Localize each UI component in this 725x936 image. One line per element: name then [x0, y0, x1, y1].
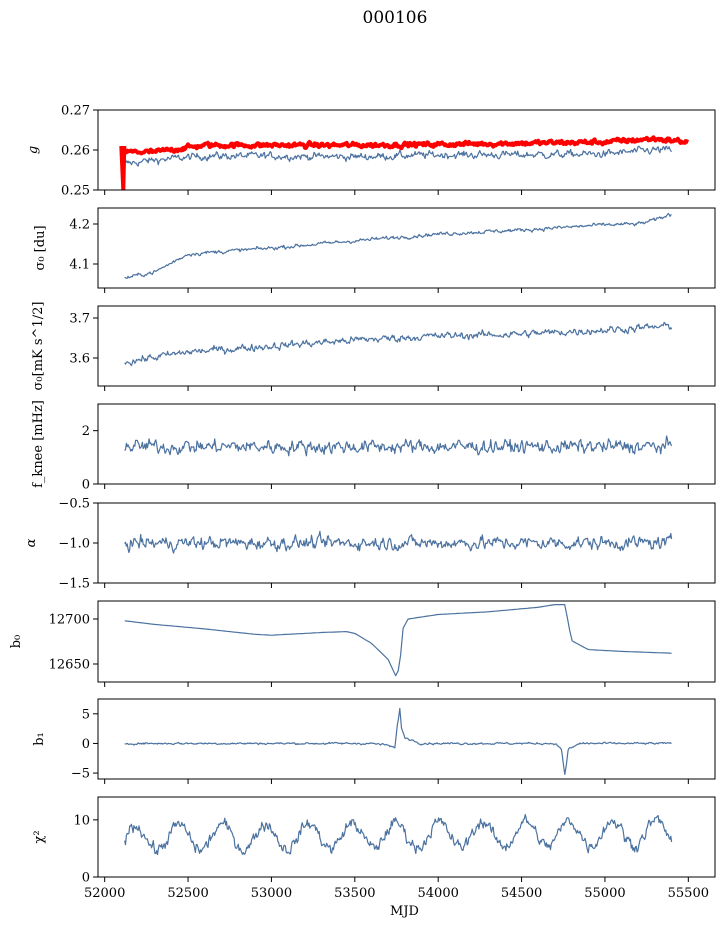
y-tick-label: 4.1 [69, 258, 90, 273]
x-tick-label: 54500 [501, 886, 542, 901]
y-tick-label: 12700 [49, 613, 90, 628]
y-tick-label: 0.26 [61, 144, 90, 159]
series-line-data [124, 530, 673, 554]
y-tick-label: 0 [82, 871, 90, 886]
y-tick-label: 0.27 [61, 104, 90, 119]
series-line-data [124, 212, 672, 279]
y-axis-label: b₁ [32, 732, 47, 746]
y-axis-label: b₀ [9, 635, 24, 649]
panel-3: 3.6 3.7 σ₀[mK s^1/2] [31, 302, 716, 391]
x-tick-label: 53500 [334, 886, 375, 901]
y-axis-label: σ₀[mK s^1/2] [31, 302, 46, 391]
series-line-measured [124, 145, 673, 167]
series-line-data [124, 707, 672, 775]
x-tick-label: 53000 [251, 886, 292, 901]
panel-5: −1.5 −1.0 −0.5 α [24, 497, 716, 592]
y-axis-label: α [24, 538, 39, 547]
series-line-data [124, 814, 673, 856]
y-axis-label: χ² [32, 830, 47, 843]
y-tick-label: 0 [82, 478, 90, 493]
y-axis-label: g [26, 146, 41, 154]
axes-frame [97, 698, 716, 780]
series-line-data [124, 604, 672, 677]
y-tick-label: −0.5 [58, 497, 90, 512]
panel-4: 0 2 f_knee [mHz] [31, 400, 716, 493]
panel-1: 0.25 0.26 0.27 g [26, 104, 716, 199]
panel-2: 4.1 4.2 σ₀ [du] [33, 207, 716, 293]
axes-frame [97, 796, 716, 878]
y-tick-label: 4.2 [69, 218, 90, 233]
x-tick-label: 55500 [668, 886, 709, 901]
y-tick-label: 12650 [49, 658, 90, 673]
y-axis-label: σ₀ [du] [33, 225, 48, 270]
y-tick-label: 3.7 [69, 312, 90, 327]
y-tick-label: −1.0 [58, 537, 90, 552]
y-tick-label: 5 [82, 707, 90, 722]
axes-frame [97, 600, 716, 683]
y-tick-label: −1.5 [58, 577, 90, 592]
y-tick-label: 0 [82, 737, 90, 752]
x-tick-label: 55000 [584, 886, 625, 901]
y-tick-label: 10 [73, 813, 90, 828]
x-tick-label: 52500 [167, 886, 208, 901]
series-line-reference [119, 135, 690, 190]
axes-frame [97, 305, 716, 387]
y-tick-label: 2 [82, 424, 90, 439]
x-tick-label: 54000 [418, 886, 459, 901]
panel-8: 0 10 52000 52500 53000 53500 54000 54500 55000 55… [32, 796, 716, 919]
y-axis-label: f_knee [mHz] [31, 400, 46, 488]
axes-frame [97, 207, 716, 289]
panel-6: 12650 12700 b₀ [9, 600, 716, 687]
figure-title: 000106 [363, 8, 428, 28]
y-tick-label: −5 [71, 767, 90, 782]
x-axis-label: MJD [390, 904, 419, 919]
series-line-data [124, 435, 673, 457]
y-tick-label: 3.6 [69, 352, 90, 367]
panel-7: −5 0 5 b₁ [32, 698, 716, 784]
axes-frame [97, 403, 716, 485]
series-line-data [124, 321, 673, 367]
x-tick-label: 52000 [84, 886, 125, 901]
y-tick-label: 0.25 [61, 184, 90, 199]
